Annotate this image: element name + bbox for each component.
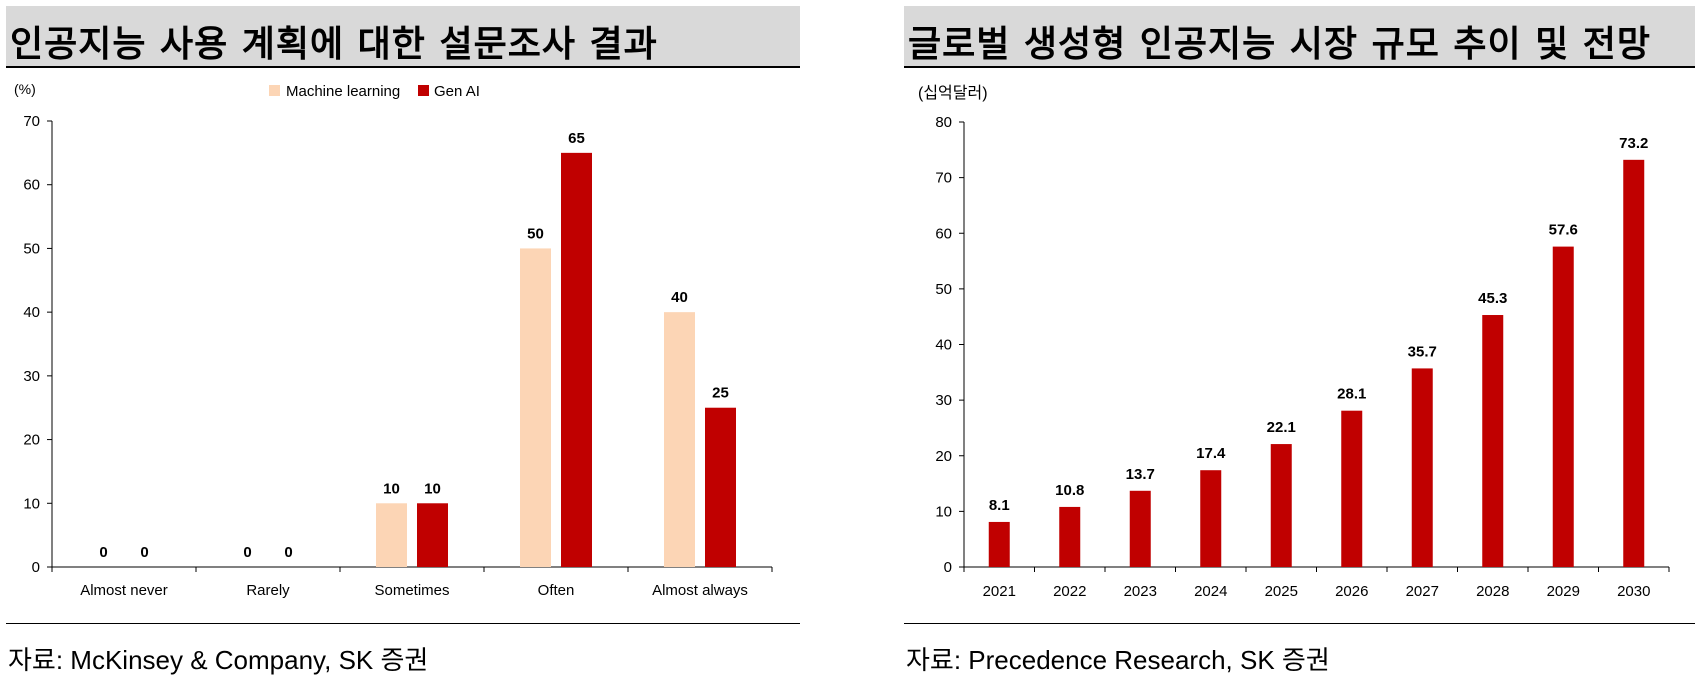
- y-unit-label: (십억달러): [918, 84, 988, 102]
- left-chart-title: 인공지능 사용 계획에 대한 설문조사 결과: [10, 24, 658, 65]
- data-label: 0: [243, 544, 251, 561]
- data-label: 8.1: [989, 497, 1010, 514]
- bar-market-size: [1059, 506, 1081, 567]
- right-bottom-rule: [904, 623, 1695, 624]
- bar-market-size: [1129, 490, 1151, 567]
- x-tick-label: 2025: [1265, 583, 1298, 600]
- right-bar-chart: (십억달러)0102030405060708020218.1202210.820…: [918, 84, 1670, 600]
- right-chart-title: 글로벌 생성형 인공지능 시장 규모 추이 및 전망: [908, 24, 1652, 65]
- y-tick-label: 10: [935, 503, 952, 520]
- y-tick-label: 30: [23, 368, 40, 385]
- bar-market-size: [1482, 315, 1504, 567]
- bar-market-size: [1411, 368, 1433, 567]
- data-label: 17.4: [1196, 445, 1226, 462]
- data-label: 25: [712, 385, 729, 402]
- data-label: 35.7: [1408, 343, 1437, 360]
- data-label: 0: [99, 544, 107, 561]
- x-tick-label: Almost always: [652, 582, 748, 599]
- bar-market-size: [1200, 470, 1222, 567]
- y-unit-label: (%): [14, 81, 36, 97]
- y-tick-label: 60: [935, 225, 952, 242]
- y-tick-label: 50: [935, 281, 952, 298]
- x-tick-label: 2022: [1053, 583, 1086, 600]
- legend-label-gen-ai: Gen AI: [434, 83, 480, 100]
- bar-machine-learning: [376, 503, 407, 567]
- legend-label-machine-learning: Machine learning: [286, 83, 400, 100]
- data-label: 45.3: [1478, 290, 1507, 307]
- right-title-bar: 글로벌 생성형 인공지능 시장 규모 추이 및 전망: [904, 6, 1695, 68]
- bar-market-size: [988, 521, 1010, 567]
- y-tick-label: 70: [935, 170, 952, 187]
- right-source-note: 자료: Precedence Research, SK 증권: [906, 645, 1330, 675]
- bar-gen-ai: [561, 152, 592, 567]
- x-tick-label: 2021: [983, 583, 1016, 600]
- x-tick-label: Rarely: [246, 582, 290, 599]
- data-label: 57.6: [1549, 222, 1578, 239]
- data-label: 0: [284, 544, 292, 561]
- y-tick-label: 50: [23, 240, 40, 257]
- bar-gen-ai: [417, 503, 448, 567]
- y-tick-label: 40: [23, 304, 40, 321]
- bar-market-size: [1270, 444, 1292, 567]
- data-label: 10: [424, 480, 441, 497]
- bar-machine-learning: [664, 312, 695, 567]
- left-bar-chart: (%) 0 10 20 30 40 50 60 70 Almost never 0 0 Rarely 0 0…: [14, 81, 773, 599]
- x-tick-label: Almost never: [80, 582, 168, 599]
- x-tick-label: 2026: [1335, 583, 1368, 600]
- x-tick-label: Sometimes: [374, 582, 449, 599]
- y-tick-label: 20: [935, 448, 952, 465]
- y-tick-label: 80: [935, 114, 952, 131]
- data-label: 40: [671, 289, 688, 306]
- bar-market-size: [1552, 246, 1574, 567]
- data-label: 65: [568, 130, 585, 147]
- legend-swatch-machine-learning: [269, 85, 280, 96]
- bar-machine-learning: [520, 248, 551, 567]
- y-tick-label: 10: [23, 495, 40, 512]
- x-tick-label: 2023: [1124, 583, 1157, 600]
- data-label: 10.8: [1055, 482, 1084, 499]
- data-label: 50: [527, 225, 544, 242]
- x-tick-label: Often: [538, 582, 575, 599]
- y-tick-label: 40: [935, 337, 952, 354]
- bar-market-size: [1623, 159, 1645, 567]
- x-tick-label: 2030: [1617, 583, 1650, 600]
- data-label: 28.1: [1337, 386, 1366, 403]
- legend-swatch-gen-ai: [418, 85, 429, 96]
- y-tick-label: 30: [935, 392, 952, 409]
- left-source-note: 자료: McKinsey & Company, SK 증권: [8, 645, 429, 675]
- x-tick-label: 2028: [1476, 583, 1509, 600]
- left-bottom-rule: [6, 623, 800, 624]
- y-tick-label: 0: [32, 559, 40, 576]
- x-tick-label: 2029: [1547, 583, 1580, 600]
- data-label: 10: [383, 480, 400, 497]
- x-tick-label: 2024: [1194, 583, 1227, 600]
- y-tick-label: 0: [944, 559, 952, 576]
- data-label: 13.7: [1126, 466, 1155, 483]
- x-tick-label: 2027: [1406, 583, 1439, 600]
- y-tick-label: 20: [23, 432, 40, 449]
- data-label: 22.1: [1267, 419, 1296, 436]
- left-chart-panel: 인공지능 사용 계획에 대한 설문조사 결과 (%) 0 10 20 30 40 50 60 7…: [6, 0, 800, 681]
- y-tick-label: 60: [23, 177, 40, 194]
- right-chart-panel: 글로벌 생성형 인공지능 시장 규모 추이 및 전망 (십억달러) 0 10 20 30…: [904, 0, 1695, 681]
- data-label: 73.2: [1619, 135, 1648, 152]
- bar-market-size: [1341, 410, 1363, 567]
- bar-gen-ai: [705, 407, 736, 567]
- data-label: 0: [140, 544, 148, 561]
- left-title-bar: 인공지능 사용 계획에 대한 설문조사 결과: [6, 6, 800, 68]
- y-tick-label: 70: [23, 113, 40, 130]
